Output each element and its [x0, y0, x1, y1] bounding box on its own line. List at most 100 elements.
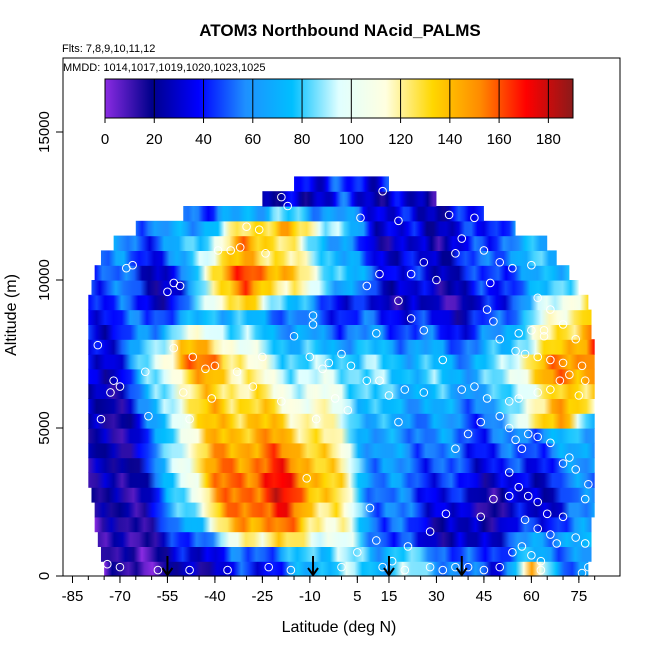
observation-point	[533, 352, 543, 362]
observation-point	[106, 388, 115, 397]
observation-point	[400, 565, 410, 575]
observation-point	[372, 328, 381, 338]
observation-point	[577, 361, 587, 371]
observation-point	[235, 243, 245, 252]
observation-point	[451, 249, 460, 258]
y-tick-label: 5000	[36, 411, 53, 444]
observation-point	[207, 394, 217, 403]
observation-point	[476, 512, 486, 522]
observation-point	[546, 385, 555, 394]
heatmap-row	[262, 191, 437, 207]
heatmap-row	[88, 294, 589, 311]
colorbar-tick-label: 160	[487, 131, 512, 148]
observation-point	[558, 358, 568, 368]
heatmap-row	[88, 368, 595, 385]
observation-point	[438, 565, 448, 575]
observation-point	[121, 263, 131, 273]
observation-point	[144, 411, 153, 421]
observation-point	[511, 346, 520, 356]
observation-point	[527, 326, 536, 335]
observation-point	[546, 355, 555, 365]
x-tick-label: 5	[353, 588, 361, 605]
observation-point	[394, 417, 403, 427]
colorbar-tick-label: 0	[101, 131, 109, 148]
observation-point	[337, 349, 346, 359]
observation-point	[185, 565, 194, 575]
observation-point	[302, 474, 311, 483]
heatmap-row	[88, 442, 595, 459]
observation-point	[308, 311, 318, 320]
observation-point	[552, 539, 562, 548]
heatmap-row	[88, 472, 595, 488]
x-tick-label: 60	[523, 588, 540, 605]
heatmap-row	[88, 339, 595, 355]
observation-point	[571, 465, 580, 474]
observation-point	[523, 491, 533, 501]
observation-point	[103, 559, 112, 569]
heatmap-row	[88, 324, 592, 340]
observation-point	[346, 361, 356, 371]
x-tick-label: 75	[571, 588, 588, 605]
heatmap	[88, 176, 595, 577]
observation-point	[109, 376, 118, 385]
heatmap-row	[104, 561, 589, 577]
observation-point	[565, 453, 574, 462]
observation-point	[343, 405, 353, 415]
observation-point	[555, 376, 565, 385]
heatmap-row	[100, 546, 592, 562]
observation-point	[264, 562, 274, 572]
observation-point	[308, 320, 318, 329]
dates-label: MMDD: 1014,1017,1019,1020,1023,1025	[63, 62, 265, 74]
profile-marker-arrow	[455, 556, 468, 577]
y-tick-label: 0	[36, 572, 53, 580]
colorbar-tick-label: 100	[339, 131, 364, 148]
colorbar-tick-label: 40	[195, 131, 212, 148]
observation-point	[140, 367, 150, 377]
observation-point	[286, 565, 296, 575]
observation-point	[419, 257, 429, 267]
observation-point	[384, 391, 394, 400]
colorbar-tick-label: 140	[437, 131, 462, 148]
observation-point	[178, 388, 188, 397]
observation-point	[232, 367, 242, 377]
x-tick-label: -55	[157, 588, 179, 605]
observation-point	[96, 414, 106, 424]
observation-point	[508, 263, 517, 273]
observation-point	[517, 542, 527, 551]
observation-point	[451, 444, 460, 454]
x-tick-label: -70	[109, 588, 131, 605]
observation-point	[201, 364, 210, 374]
heatmap-row	[88, 309, 592, 325]
observation-point	[277, 192, 286, 202]
colorbar-tick-label: 20	[146, 131, 163, 148]
heatmap-row	[135, 220, 516, 237]
observation-point	[375, 376, 384, 385]
observation-point	[254, 225, 264, 234]
observation-point	[463, 429, 473, 439]
observation-point	[533, 524, 543, 533]
observation-point	[185, 414, 194, 424]
colorbar-tick-label: 180	[536, 131, 561, 148]
heatmap-row	[94, 516, 592, 533]
colorbar: 0 20 40 60 80 100 120 140 160 180	[101, 78, 574, 148]
observation-point	[580, 539, 590, 548]
observation-point	[324, 358, 334, 368]
observation-point	[495, 334, 505, 344]
observation-point	[115, 382, 125, 391]
observation-point	[482, 394, 492, 403]
observation-point	[169, 343, 179, 353]
observation-point	[533, 388, 543, 397]
x-tick-label: -85	[62, 588, 84, 605]
observation-point	[444, 210, 454, 220]
heatmap-row	[88, 383, 595, 399]
heatmap-row	[88, 413, 595, 429]
heatmap-row	[294, 176, 389, 192]
observation-point	[520, 349, 530, 359]
observation-point	[536, 556, 546, 566]
observation-point	[153, 565, 163, 575]
observation-point	[533, 497, 543, 507]
heatmap-row	[113, 235, 548, 251]
observation-point	[283, 201, 292, 211]
heatmap-row	[88, 354, 595, 370]
